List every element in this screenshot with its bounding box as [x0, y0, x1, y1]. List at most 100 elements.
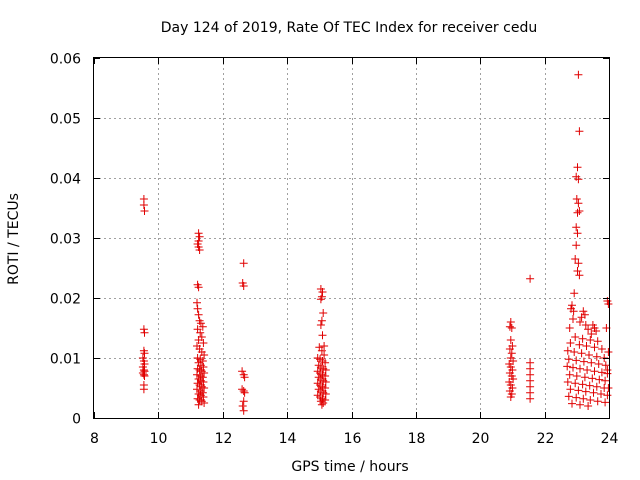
- y-tick-label: 0.04: [50, 172, 81, 188]
- data-point: [239, 282, 248, 290]
- data-point: [193, 298, 201, 307]
- data-point: [597, 368, 606, 377]
- data-point: [571, 255, 580, 263]
- data-point: [574, 386, 583, 395]
- data-point: [321, 378, 330, 386]
- data-point: [590, 367, 599, 376]
- data-point: [586, 336, 595, 344]
- data-point: [585, 351, 593, 359]
- data-point: [592, 382, 601, 391]
- data-point: [570, 289, 579, 298]
- data-point: [238, 367, 247, 376]
- y-tick-label: 0.02: [50, 292, 81, 308]
- data-point: [572, 195, 581, 203]
- data-point: [321, 366, 330, 374]
- data-point: [193, 394, 202, 403]
- data-point: [526, 274, 535, 283]
- data-point: [575, 127, 584, 136]
- x-tick-label: 24: [601, 431, 619, 447]
- data-point: [603, 366, 612, 374]
- data-point: [239, 259, 248, 268]
- data-point: [321, 390, 330, 398]
- data-point: [587, 358, 596, 367]
- data-point: [198, 322, 207, 331]
- data-point: [575, 340, 584, 349]
- data-point: [193, 385, 201, 394]
- data-point: [575, 271, 584, 280]
- data-point: [198, 357, 207, 365]
- data-point: [239, 397, 248, 406]
- data-point: [506, 393, 515, 401]
- data-point: [593, 337, 602, 346]
- data-point: [569, 363, 577, 372]
- chart-title: Day 124 of 2019, Rate Of TEC Index for r…: [161, 20, 537, 36]
- data-point: [581, 321, 590, 329]
- data-point: [317, 400, 326, 409]
- data-point: [563, 346, 572, 355]
- data-point: [575, 207, 584, 215]
- data-point: [572, 372, 581, 380]
- data-point: [505, 322, 514, 331]
- data-point: [597, 390, 605, 398]
- y-tick-label: 0.05: [50, 112, 81, 128]
- data-point: [601, 376, 610, 385]
- data-point: [581, 387, 590, 396]
- data-point: [507, 324, 516, 332]
- data-point: [595, 375, 604, 384]
- data-point: [568, 399, 576, 408]
- data-point: [573, 267, 582, 275]
- data-point: [592, 327, 601, 335]
- data-point: [507, 349, 516, 358]
- data-point: [578, 334, 587, 343]
- data-point: [584, 325, 593, 334]
- data-point: [573, 208, 582, 217]
- data-point: [566, 339, 575, 347]
- grid: [94, 58, 609, 418]
- data-point: [196, 319, 205, 328]
- x-axis-label: GPS time / hours: [291, 459, 408, 475]
- data-point: [571, 333, 580, 341]
- data-point: [195, 232, 204, 241]
- data-point: [570, 348, 579, 356]
- data-point: [140, 328, 149, 337]
- data-point: [572, 241, 581, 250]
- data-point: [317, 316, 326, 325]
- data-point: [585, 381, 594, 390]
- data-point: [526, 394, 535, 403]
- data-point: [139, 385, 148, 394]
- data-point: [319, 399, 328, 407]
- data-point: [569, 315, 577, 323]
- y-axis-label: ROTI / TECUs: [6, 193, 22, 285]
- x-tick-label: 14: [279, 431, 297, 447]
- data-point: [576, 400, 584, 409]
- x-tick-label: 10: [150, 431, 168, 447]
- data-point: [574, 175, 583, 184]
- data-point: [592, 352, 601, 361]
- data-point: [318, 288, 327, 296]
- x-tick-label: 18: [408, 431, 426, 447]
- data-point: [579, 357, 588, 366]
- data-point: [584, 402, 593, 410]
- data-point: [506, 336, 515, 344]
- data-point: [240, 388, 249, 397]
- data-point: [587, 330, 596, 338]
- data-point: [320, 351, 329, 359]
- data-point: [319, 309, 328, 317]
- data-point: [603, 391, 612, 400]
- x-tick-labels: 8 10 12 14 16 18 20 22 24: [90, 431, 618, 447]
- data-point: [576, 364, 584, 373]
- data-point: [572, 356, 581, 365]
- data-point: [239, 406, 248, 415]
- data-point: [193, 370, 201, 379]
- data-point: [199, 339, 208, 347]
- data-point: [568, 301, 576, 310]
- x-tick-label: 12: [215, 431, 233, 447]
- y-tick-label: 0.03: [50, 232, 81, 248]
- data-point: [566, 385, 575, 394]
- data-point: [506, 318, 515, 326]
- data-point: [604, 384, 613, 392]
- data-point: [198, 373, 207, 382]
- y-tick-labels: 0 0.01 0.02 0.03 0.04 0.05 0.06: [50, 52, 81, 428]
- data-point: [601, 398, 610, 407]
